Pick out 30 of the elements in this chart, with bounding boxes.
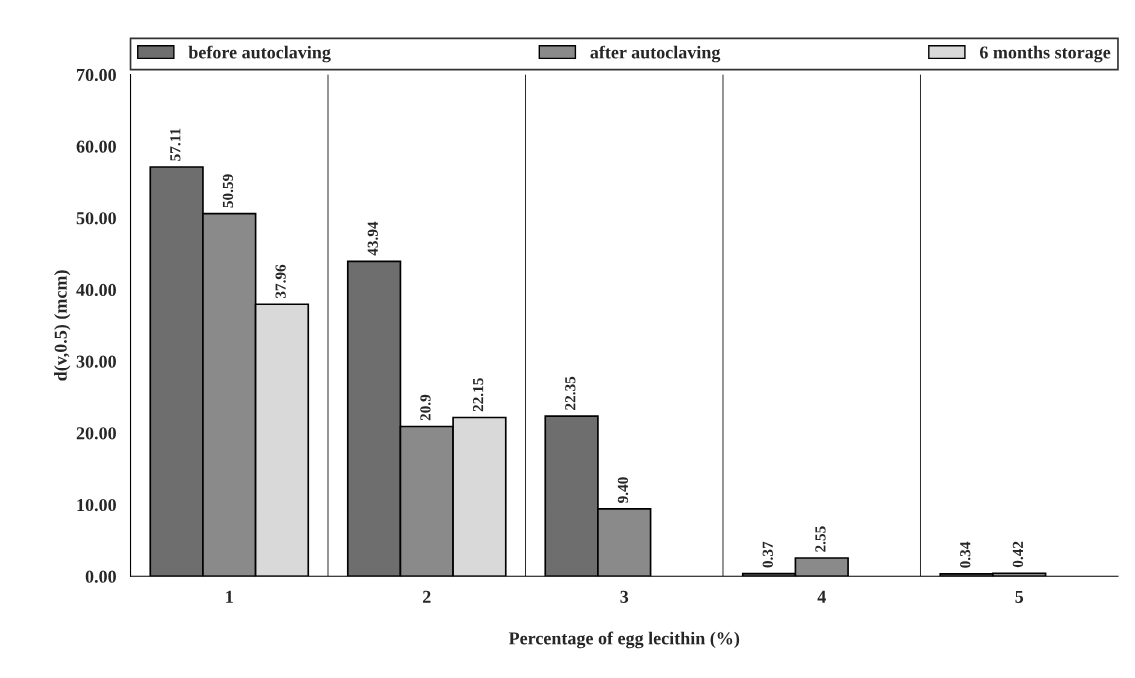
data-label: 50.59 xyxy=(222,174,234,208)
data-label: 22.15 xyxy=(472,378,484,412)
x-tick-label: 2 xyxy=(423,590,431,603)
data-label: 0.42 xyxy=(1012,541,1024,568)
data-label: 22.35 xyxy=(565,376,576,410)
y-tick-label: 30.00 xyxy=(76,355,116,368)
x-tick-label: 4 xyxy=(817,590,826,603)
data-label: 0.34 xyxy=(960,541,971,568)
y-tick-label: 70.00 xyxy=(77,68,116,82)
y-tick-label: 60.00 xyxy=(76,140,116,153)
data-label: 57.11 xyxy=(170,128,181,161)
legend-label: 6 months storage xyxy=(979,45,1111,63)
data-label: 20.9 xyxy=(420,394,431,421)
y-tick-label: 10.00 xyxy=(77,498,116,512)
x-tick-label: 5 xyxy=(1015,590,1024,603)
y-tick-label: 50.00 xyxy=(76,212,116,225)
y-tick-label: 40.00 xyxy=(76,283,116,297)
y-axis-title: d(v,0.5) (mcm) xyxy=(54,270,71,381)
y-tick-label: 0.00 xyxy=(85,570,116,583)
y-tick-label: 20.00 xyxy=(76,427,116,440)
legend-label: after autoclaving xyxy=(590,45,721,63)
data-label: 43.94 xyxy=(367,221,378,256)
data-label: 37.96 xyxy=(275,264,286,299)
data-label: 9.40 xyxy=(617,477,629,503)
legend-label: before autoclaving xyxy=(188,45,331,63)
x-tick-label: 3 xyxy=(620,590,629,603)
data-label: 0.37 xyxy=(762,541,773,568)
data-label: 2.55 xyxy=(815,526,826,552)
x-tick-label: 1 xyxy=(226,590,233,603)
x-axis-title: Percentage of egg lecithin (%) xyxy=(508,631,740,649)
